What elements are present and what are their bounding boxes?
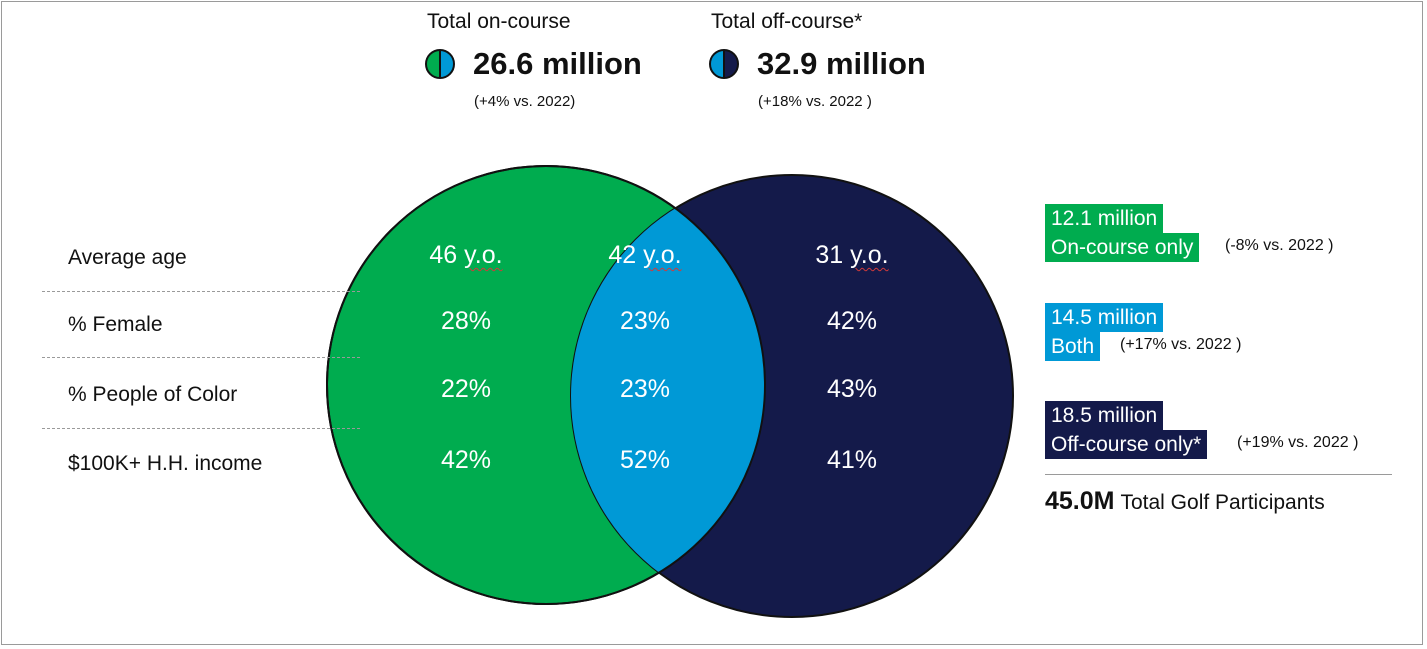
both-income: 52% [619,446,671,474]
off-course-total-value: 32.9 million [757,46,926,81]
on-course-outline [326,165,766,605]
both-poc: 23% [619,375,671,403]
off-course-total-change: (+18% vs. 2022 ) [758,93,872,110]
segment-on-only-label: On-course only [1045,233,1200,262]
overlap-region [571,175,765,604]
segment-both-change: (+17% vs. 2022 ) [1120,336,1242,353]
both-age: 42 y.o. [608,241,682,269]
total-divider [1045,474,1392,475]
off-course-only-poc: 43% [826,375,878,403]
off-course-only-female: 42% [826,307,878,335]
off-course-total-label: Total off-course* [711,10,863,33]
segment-both-label: Both [1045,332,1101,361]
segment-both: 14.5 million Both (+17% vs. 2022 ) [1045,303,1241,361]
row-label-female: % Female [68,313,163,336]
off-course-only-age: 31 y.o. [815,241,889,269]
both-female: 23% [619,307,671,335]
grand-total-label: Total Golf Participants [1120,491,1325,514]
grand-total: 45.0M Total Golf Participants [1045,487,1325,516]
segment-off-only-change: (+19% vs. 2022 ) [1237,434,1359,451]
half-blue-half-navy-circle-icon [709,49,739,79]
segment-off-course-only: 18.5 million Off-course only* (+19% vs. 2… [1045,401,1358,459]
on-course-only-income: 42% [440,446,492,474]
on-course-only-female: 28% [440,307,492,335]
segment-off-only-value: 18.5 million [1045,401,1164,430]
grand-total-value: 45.0M [1045,487,1115,515]
segment-on-course-only: 12.1 million On-course only (-8% vs. 2022… [1045,204,1333,262]
row-label-people-of-color: % People of Color [68,383,238,406]
on-course-total-label: Total on-course [427,10,571,33]
half-green-half-blue-circle-icon [425,49,455,79]
row-label-income: $100K+ H.H. income [68,452,263,475]
row-divider [42,357,360,358]
off-course-only-income: 41% [826,446,878,474]
on-course-total-value: 26.6 million [473,46,642,81]
row-divider [42,428,360,429]
on-course-only-age: 46 y.o. [429,241,503,269]
row-label-average-age: Average age [68,246,187,269]
segment-off-only-label: Off-course only* [1045,430,1208,459]
on-course-total-change: (+4% vs. 2022) [474,93,576,110]
segment-both-value: 14.5 million [1045,303,1164,332]
segment-on-only-change: (-8% vs. 2022 ) [1225,237,1334,254]
row-divider [42,291,360,292]
segment-on-only-value: 12.1 million [1045,204,1164,233]
on-course-only-poc: 22% [440,375,492,403]
